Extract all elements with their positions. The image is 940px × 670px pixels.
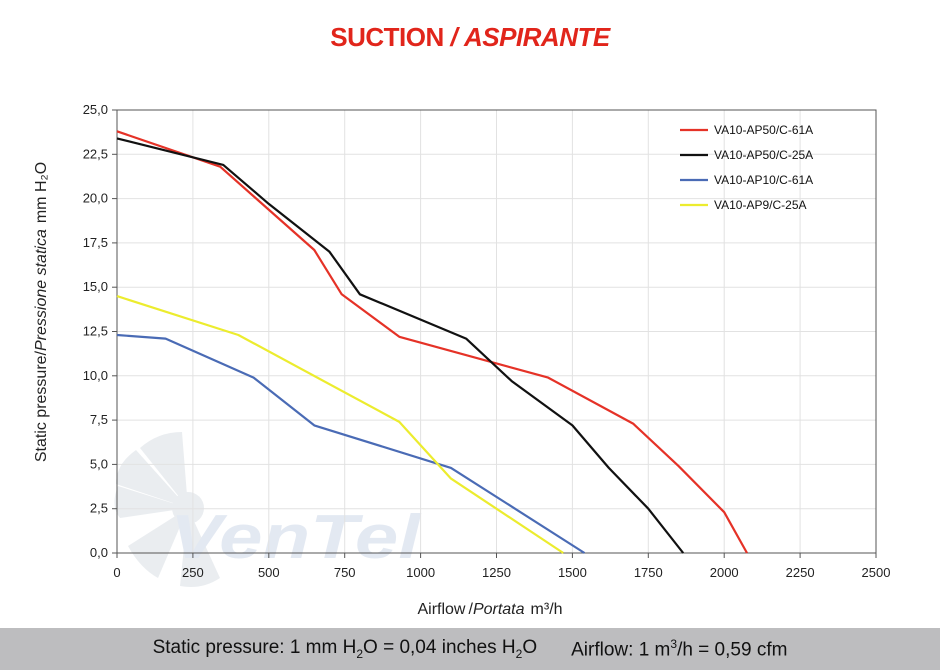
chart-svg: VenTel 0,0 2,5 5,0 7,5 10,0 12,5 15,0 17,5 20,0 2… [33,102,890,618]
y-tick-label: 15,0 [83,279,108,294]
y-tick-label: 7,5 [90,412,108,427]
chart-title: SUCTION / ASPIRANTE [0,22,940,53]
x-tick-label: 1500 [558,565,587,580]
x-tick-label: 2500 [862,565,891,580]
chart-title-main: SUCTION [330,22,444,52]
y-tick-label: 22,5 [83,146,108,161]
legend-label: VA10-AP9/C-25A [714,198,807,212]
y-axis-ticks: 0,0 2,5 5,0 7,5 10,0 12,5 15,0 17,5 20,0 22,5 25,0 [83,102,117,560]
watermark-logo: VenTel [114,432,422,587]
fan-blade [114,486,188,518]
x-tick-label: 0 [113,565,120,580]
fan-blade [180,508,220,587]
fan-blade [128,508,188,578]
x-tick-label: 2250 [786,565,815,580]
chart-title-sep: / [450,22,458,52]
chart-series [116,130,748,554]
x-tick-label: 750 [334,565,356,580]
x-tick-label: 500 [258,565,280,580]
fan-hub [172,492,204,524]
y-tick-label: 10,0 [83,368,108,383]
x-axis-label-italic: Portata [473,601,525,618]
watermark-text: VenTel [170,503,422,572]
y-axis-label: Static pressure/Pressione statica mm H₂O [33,162,50,462]
chart-legend: VA10-AP50/C-61A VA10-AP50/C-25A VA10-AP10/… [680,123,813,212]
series-line [116,295,564,554]
legend-label: VA10-AP50/C-61A [714,123,813,137]
legend-label: VA10-AP10/C-61A [714,173,813,187]
x-tick-label: 250 [182,565,204,580]
x-axis-label-unit: m³/h [531,601,563,618]
x-axis-label-sep: / [468,601,473,618]
x-axis-label: Airflow/Portata m³/h [417,601,562,618]
y-axis-label-italic: Pressione statica [33,229,50,351]
y-tick-label: 25,0 [83,102,108,117]
fan-blade [140,432,188,508]
y-axis-label-sep: / [33,350,50,355]
y-axis-label-plain: Static pressure [33,355,50,462]
x-tick-label: 1750 [634,565,663,580]
y-tick-label: 0,0 [90,545,108,560]
x-axis-ticks: 0 250 500 750 1000 1250 1500 1750 2000 2250 2500 [113,553,890,580]
y-tick-label: 5,0 [90,456,108,471]
chart-title-italic: ASPIRANTE [463,22,610,52]
x-tick-label: 1000 [406,565,435,580]
footer-pressure-note: Static pressure: 1 mm H2O = 0,04 inches … [152,637,538,661]
series-line [116,130,748,554]
x-tick-label: 2000 [710,565,739,580]
x-tick-label: 1250 [482,565,511,580]
legend-label: VA10-AP50/C-25A [714,148,813,162]
series-line [116,137,685,554]
y-tick-label: 2,5 [90,501,108,516]
y-tick-label: 12,5 [83,324,108,339]
footer-conversion-bar: Static pressure: 1 mm H2O = 0,04 inches … [0,628,940,670]
series-line [116,333,586,554]
y-axis-label-unit: mm H₂O [33,162,50,223]
footer-airflow-note: Airflow: 1 m3/h = 0,59 cfm [571,636,788,661]
y-tick-label: 20,0 [83,191,108,206]
x-axis-label-plain: Airflow [417,601,465,618]
y-tick-label: 17,5 [83,235,108,250]
